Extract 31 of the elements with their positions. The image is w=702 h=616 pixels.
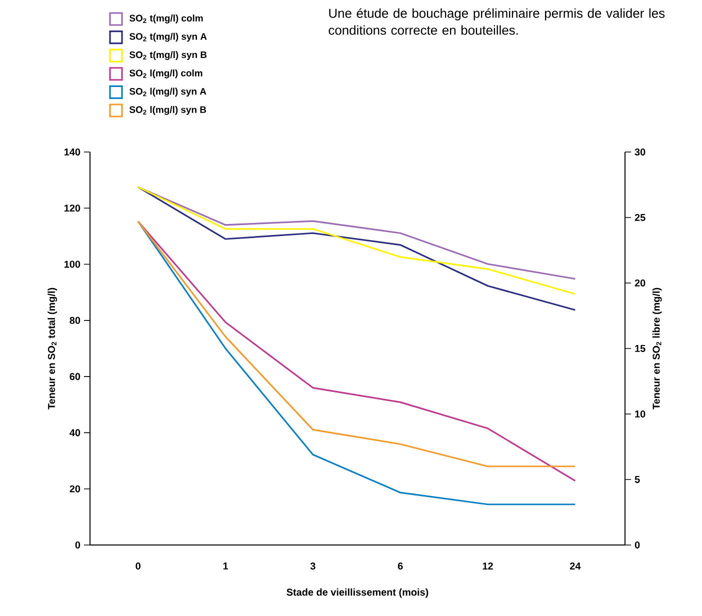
x-tick-label: 0	[136, 562, 140, 570]
y-tick-label: 80	[70, 316, 80, 324]
y2-tick-label: 10	[635, 410, 646, 418]
y-tick-label: 20	[70, 485, 80, 492]
y2-tick-label: 15	[635, 345, 646, 352]
legend-label: SO$_{2}$ t(mg/l) syn A	[129, 32, 207, 42]
x-tick-label: 6	[398, 562, 403, 570]
y2-tick-label: 25	[634, 214, 646, 222]
y-tick-label: 140	[64, 148, 80, 156]
y-tick-label: 60	[70, 373, 80, 380]
y2-tick-label: 30	[634, 148, 646, 156]
x-axis-title: Stade de vieillissement (mois)	[286, 588, 428, 598]
legend-label: SO$_{2}$ t(mg/l) syn B	[129, 51, 207, 60]
y-tick-label: 0	[75, 541, 80, 549]
y-tick-label: 40	[70, 429, 80, 436]
y2-tick-label: 0	[634, 541, 640, 549]
y2-axis-title: Teneur en SO$_{2}$ libre (mg/l)	[652, 288, 662, 410]
y-axis-title: Teneur en SO$_{2}$ total (mg/l)	[48, 288, 58, 410]
legend-label: SO$_{2}$ l(mg/l) colm	[129, 69, 202, 78]
x-tick-label: 24	[570, 562, 581, 570]
y-tick-label: 120	[64, 204, 80, 212]
text: Une étude de bouchage préliminaire permis de valider les conditions correcte en bouteilles.	[328, 8, 665, 35]
y-tick-label: 100	[64, 260, 80, 268]
y2-tick-label: 20	[634, 279, 646, 287]
x-tick-label: 12	[482, 562, 493, 570]
x-tick-label: 1	[223, 562, 228, 570]
legend-label: SO$_{2}$ t(mg/l) colm	[129, 14, 203, 24]
y2-tick-label: 5	[634, 476, 640, 483]
legend-label: SO$_{2}$ l(mg/l) syn A	[129, 88, 206, 97]
x-tick-label: 3	[310, 562, 316, 570]
legend-label: SO$_{2}$ l(mg/l) syn B	[129, 106, 206, 115]
